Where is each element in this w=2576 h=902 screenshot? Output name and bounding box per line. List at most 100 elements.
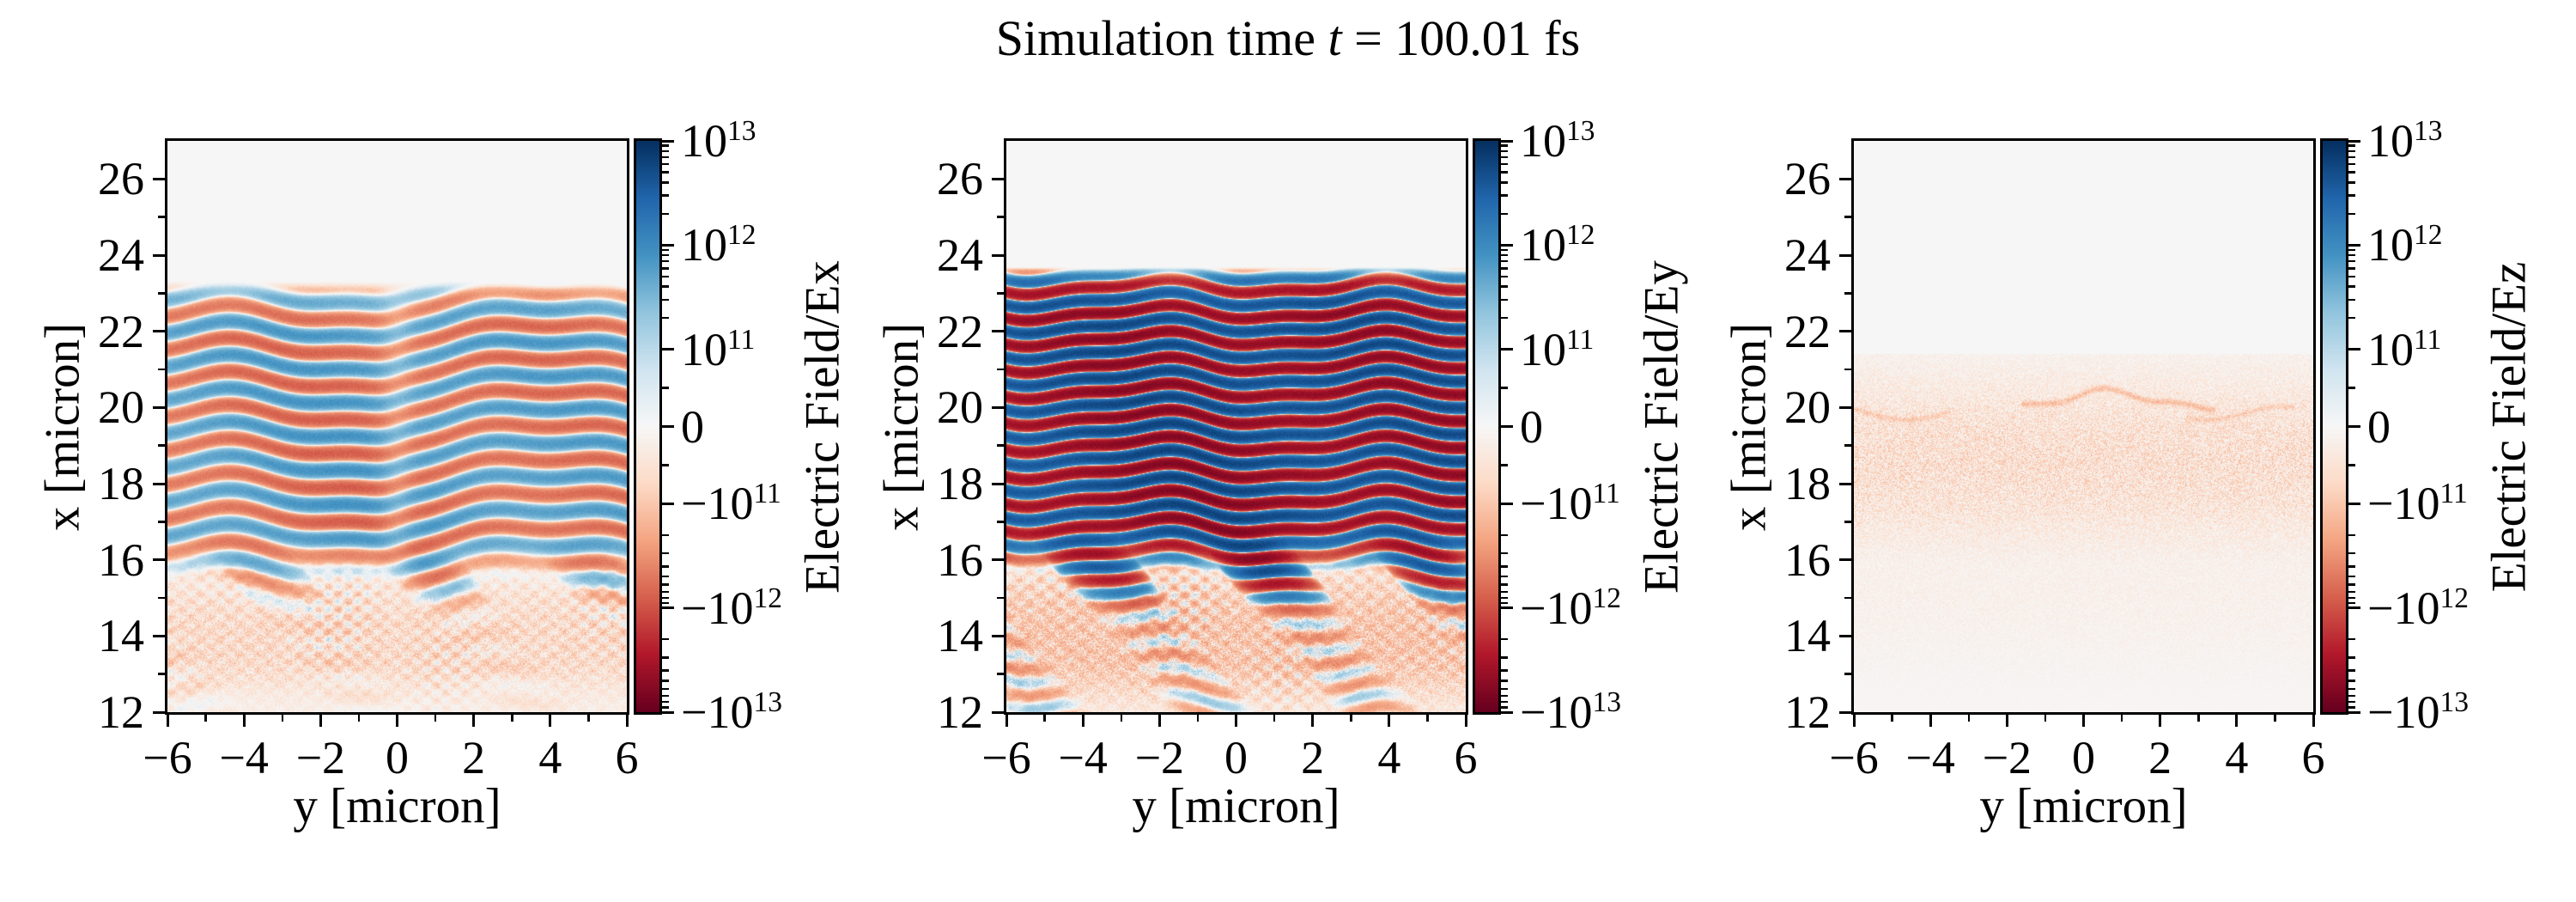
colorbar-major-tick — [662, 425, 674, 428]
colorbar-minor-tick — [1501, 583, 1508, 586]
colorbar-tick-label: −1012 — [2367, 582, 2469, 634]
colorbar-minor-tick — [1501, 637, 1508, 641]
colorbar-minor-tick — [2348, 298, 2355, 302]
colorbar-minor-tick — [2348, 596, 2355, 600]
colorbar-minor-tick — [1501, 248, 1508, 252]
colorbar-tick-label: 1013 — [681, 115, 756, 167]
colorbar-major-tick — [2348, 606, 2360, 610]
y-tick-label: 26 — [1784, 153, 1831, 205]
y-minor-tick — [158, 216, 165, 218]
y-axis-label-Ex: x [micron] — [35, 322, 90, 531]
colorbar-minor-tick — [662, 155, 669, 159]
colorbar-tick-label: 1012 — [1520, 219, 1595, 271]
y-minor-tick — [1844, 521, 1851, 523]
colorbar-minor-tick — [2348, 706, 2355, 709]
colorbar-minor-tick — [662, 162, 669, 166]
colorbar-tick-label: 1011 — [1520, 323, 1595, 375]
x-major-tick — [1157, 715, 1161, 727]
colorbar-minor-tick — [2348, 162, 2355, 166]
colorbar-minor-tick — [662, 637, 669, 641]
figure-title: Simulation time t = 100.01 fs — [0, 10, 2576, 68]
colorbar-minor-tick — [1501, 575, 1508, 578]
x-minor-tick — [2274, 715, 2276, 722]
y-tick-label: 16 — [98, 533, 144, 586]
x-major-tick — [1235, 715, 1237, 727]
colorbar-minor-tick — [662, 687, 669, 691]
colorbar-major-tick — [2348, 348, 2360, 351]
colorbar-tick-label: −1011 — [2367, 478, 2468, 530]
colorbar-minor-tick — [662, 149, 669, 152]
y-tick-label: 24 — [937, 229, 983, 281]
colorbar-minor-tick — [1501, 144, 1508, 147]
colorbar-major-tick — [1501, 710, 1513, 714]
y-major-tick — [992, 253, 1004, 257]
colorbar-minor-tick — [2348, 565, 2355, 568]
y-major-tick — [992, 405, 1004, 409]
y-major-tick — [153, 482, 165, 485]
y-axis-label-Ez: x [micron] — [1722, 322, 1777, 531]
y-tick-label: 18 — [98, 458, 144, 509]
colorbar-minor-tick — [1501, 552, 1508, 555]
y-major-tick — [1839, 558, 1851, 562]
x-minor-tick — [357, 715, 361, 722]
y-minor-tick — [997, 368, 1004, 371]
colorbar-minor-tick — [2348, 171, 2355, 174]
x-tick-label: −6 — [1829, 732, 1879, 783]
colorbar-minor-tick — [662, 144, 669, 147]
x-minor-tick — [1350, 715, 1352, 722]
x-major-tick — [1388, 715, 1391, 727]
colorbar-minor-tick — [1501, 656, 1508, 659]
y-tick-label: 22 — [937, 305, 983, 357]
colorbar-minor-tick — [1501, 601, 1508, 605]
x-major-tick — [2235, 715, 2239, 727]
colorbar-major-tick — [1501, 502, 1513, 505]
colorbar-tick-label: −1012 — [1520, 582, 1621, 634]
colorbar-minor-tick — [662, 212, 669, 216]
colorbar-minor-tick — [2348, 694, 2355, 698]
colorbar-minor-tick — [2348, 590, 2355, 594]
title-variable: t — [1327, 10, 1342, 66]
heatmap-Ez — [1854, 141, 2313, 712]
x-minor-tick — [511, 715, 513, 722]
colorbar-minor-tick — [662, 533, 669, 537]
y-minor-tick — [1844, 673, 1851, 675]
colorbar-tick-label: −1013 — [681, 686, 782, 738]
colorbar-minor-tick — [662, 275, 669, 278]
colorbar-minor-tick — [2348, 212, 2355, 216]
colorbar-minor-tick — [2348, 680, 2355, 682]
y-tick-label: 24 — [1784, 229, 1831, 281]
x-major-tick — [2005, 715, 2008, 727]
colorbar-Ey — [1475, 141, 1498, 712]
y-tick-label: 22 — [98, 305, 144, 357]
colorbar-minor-tick — [662, 590, 669, 594]
colorbar-minor-tick — [2348, 181, 2355, 184]
y-minor-tick — [158, 292, 165, 295]
y-minor-tick — [1844, 596, 1851, 600]
y-minor-tick — [158, 596, 165, 600]
colorbar-minor-tick — [1501, 687, 1508, 691]
y-minor-tick — [1844, 368, 1851, 371]
colorbar-major-tick — [1501, 606, 1513, 610]
x-minor-tick — [1120, 715, 1122, 722]
y-minor-tick — [997, 521, 1004, 523]
y-major-tick — [1839, 482, 1851, 485]
colorbar-minor-tick — [1501, 149, 1508, 152]
x-tick-label: −4 — [219, 732, 269, 783]
x-major-tick — [242, 715, 246, 727]
y-tick-label: 20 — [937, 381, 983, 434]
colorbar-minor-tick — [1501, 706, 1508, 709]
colorbar-major-tick — [662, 348, 674, 351]
x-axis-label-Ez: y [micron] — [1979, 779, 2188, 833]
x-tick-label: 6 — [2301, 732, 2325, 783]
colorbar-tick-label: 1011 — [681, 323, 756, 375]
x-tick-label: 0 — [2072, 732, 2095, 783]
y-major-tick — [992, 558, 1004, 562]
colorbar-minor-tick — [2348, 583, 2355, 586]
x-major-tick — [166, 715, 169, 727]
x-tick-label: 4 — [1377, 732, 1401, 783]
x-minor-tick — [1273, 715, 1276, 722]
y-major-tick — [1839, 177, 1851, 180]
colorbar-Ex — [636, 141, 659, 712]
colorbar-minor-tick — [2348, 464, 2355, 466]
colorbar-minor-tick — [662, 552, 669, 555]
